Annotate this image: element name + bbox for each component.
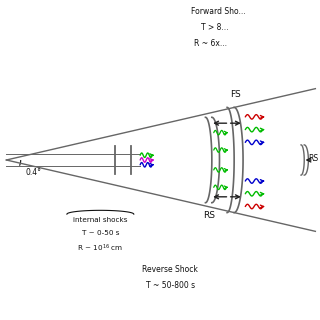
Text: T ~ 0-50 s: T ~ 0-50 s [82, 230, 119, 236]
Text: RS: RS [203, 211, 215, 220]
Text: T ~ 50-800 s: T ~ 50-800 s [146, 281, 195, 290]
Text: R ~ 6x...: R ~ 6x... [194, 39, 227, 48]
Text: R ~ $10^{16}$ cm: R ~ $10^{16}$ cm [77, 243, 124, 254]
Text: T > 8...: T > 8... [201, 23, 228, 32]
Text: 0.4°: 0.4° [26, 168, 42, 177]
Text: Reverse Shock: Reverse Shock [142, 265, 198, 274]
Text: internal shocks: internal shocks [73, 217, 128, 223]
Text: FS: FS [230, 91, 241, 100]
Text: RS: RS [308, 154, 318, 163]
Text: Forward Sho...: Forward Sho... [191, 7, 246, 16]
